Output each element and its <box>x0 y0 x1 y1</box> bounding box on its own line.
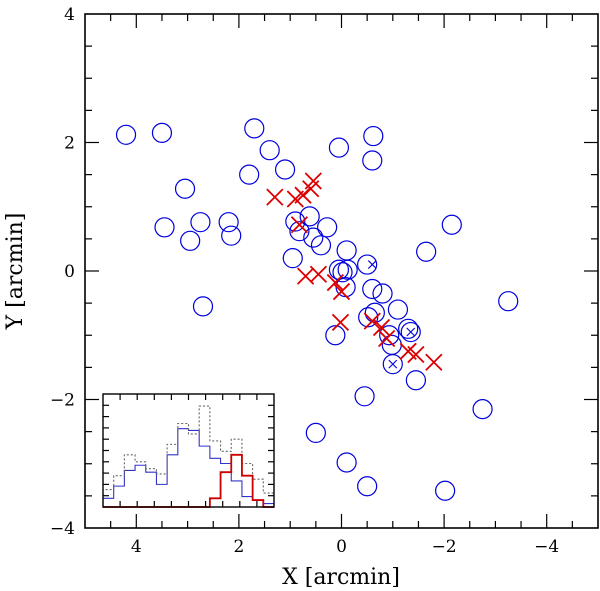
y-tick-label: −4 <box>50 519 75 539</box>
cross-stroke <box>399 342 417 360</box>
x-axis-label: X [arcmin] <box>282 565 400 590</box>
circle-marker <box>305 422 326 444</box>
cross-marker <box>290 216 309 234</box>
circle-marker <box>472 399 493 420</box>
circle-marker <box>337 259 358 280</box>
circle-marker <box>218 212 239 233</box>
circle-marker <box>285 211 306 232</box>
circle-marker <box>244 118 265 139</box>
circle-marker <box>325 325 346 346</box>
circle-marker <box>363 125 384 147</box>
cross-stroke <box>372 318 391 337</box>
circle-marker <box>299 206 320 227</box>
circle-marker <box>357 476 378 497</box>
cross-stroke <box>378 329 396 348</box>
circle-marker <box>303 227 324 248</box>
circle-marker <box>115 124 137 145</box>
cross-stroke <box>290 216 309 234</box>
y-tick-label: 4 <box>64 5 75 25</box>
circle-marker <box>174 178 196 199</box>
cross-stroke <box>425 353 443 371</box>
circle-marker <box>416 241 437 262</box>
small-cross-marker <box>406 327 416 337</box>
circle-marker <box>336 240 357 261</box>
circle-marker <box>239 164 260 185</box>
tick-labels: 4 2 0 −2 −4 4 2 0 −2 −4 <box>50 5 559 557</box>
y-tick-label: −2 <box>50 391 75 411</box>
circle-marker <box>379 325 400 346</box>
cross-marker <box>266 188 284 206</box>
circle-marker <box>358 307 379 328</box>
cross-stroke <box>388 359 398 369</box>
circle-marker <box>328 137 350 158</box>
circle-marker <box>398 318 419 339</box>
cross-marker <box>407 345 425 364</box>
cross-stroke <box>296 267 315 285</box>
cross-stroke <box>309 265 328 283</box>
circle-marker <box>387 299 409 320</box>
data-markers <box>115 118 519 501</box>
cross-stroke <box>363 312 381 330</box>
circle-marker <box>221 225 242 246</box>
circle-marker <box>274 159 296 180</box>
circle-marker <box>336 452 357 473</box>
circle-marker <box>364 302 385 323</box>
circle-marker <box>435 480 456 501</box>
x-tick-label: −2 <box>432 537 457 557</box>
plot-frame <box>84 13 599 529</box>
small-cross-marker <box>388 359 398 369</box>
circle-marker <box>498 291 519 312</box>
cross-marker <box>331 313 350 332</box>
cross-marker <box>378 329 396 348</box>
y-axis-label: Y [arcmin] <box>3 213 28 331</box>
cross-marker <box>425 353 443 371</box>
small-cross-marker <box>367 260 377 269</box>
circle-marker <box>192 296 214 317</box>
inset-frame <box>102 393 275 508</box>
inset-histogram <box>102 393 275 508</box>
circle-marker <box>151 122 173 143</box>
inset-background <box>103 394 274 507</box>
cross-marker <box>326 273 344 292</box>
circle-marker <box>357 254 378 275</box>
tick-marks <box>85 14 598 528</box>
cross-stroke <box>326 273 344 292</box>
cross-marker <box>363 312 381 330</box>
cross-stroke <box>331 313 350 332</box>
cross-stroke <box>304 172 322 190</box>
circle-marker <box>180 230 201 251</box>
x-tick-label: 0 <box>336 537 347 557</box>
x-tick-label: −4 <box>534 537 559 557</box>
cross-marker <box>372 318 391 337</box>
cross-stroke <box>367 260 377 269</box>
x-tick-label: 4 <box>131 537 142 557</box>
circle-marker <box>282 248 303 269</box>
circle-marker <box>332 262 353 283</box>
cross-stroke <box>407 345 425 364</box>
circle-marker <box>317 217 338 238</box>
y-tick-label: 2 <box>64 134 75 154</box>
circle-marker <box>289 221 310 242</box>
circle-marker <box>372 283 393 304</box>
cross-marker <box>332 282 351 301</box>
circle-marker <box>405 370 426 391</box>
circle-marker <box>154 217 175 238</box>
cross-stroke <box>332 282 351 301</box>
circle-marker <box>400 321 421 343</box>
cross-marker <box>309 265 328 283</box>
circle-marker <box>441 214 462 235</box>
circle-marker <box>190 212 211 233</box>
y-tick-label: 0 <box>64 262 75 282</box>
circle-marker <box>362 150 383 171</box>
cross-marker <box>304 172 322 190</box>
circle-marker <box>259 140 280 161</box>
cross-stroke <box>406 327 416 337</box>
circle-marker <box>310 235 332 256</box>
x-tick-label: 2 <box>233 537 244 557</box>
circle-marker <box>354 386 375 407</box>
circle-marker <box>362 278 383 300</box>
inset-histogram-dotted <box>102 405 275 507</box>
cross-stroke <box>266 188 284 206</box>
